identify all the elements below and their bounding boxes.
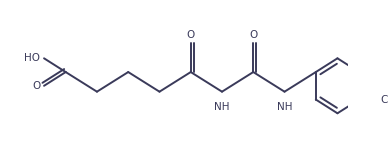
Text: O: O: [249, 30, 257, 40]
Text: O: O: [187, 30, 195, 40]
Text: O: O: [32, 81, 40, 91]
Text: NH: NH: [214, 102, 230, 112]
Text: Cl: Cl: [381, 94, 388, 105]
Text: HO: HO: [24, 53, 40, 63]
Text: NH: NH: [277, 102, 292, 112]
